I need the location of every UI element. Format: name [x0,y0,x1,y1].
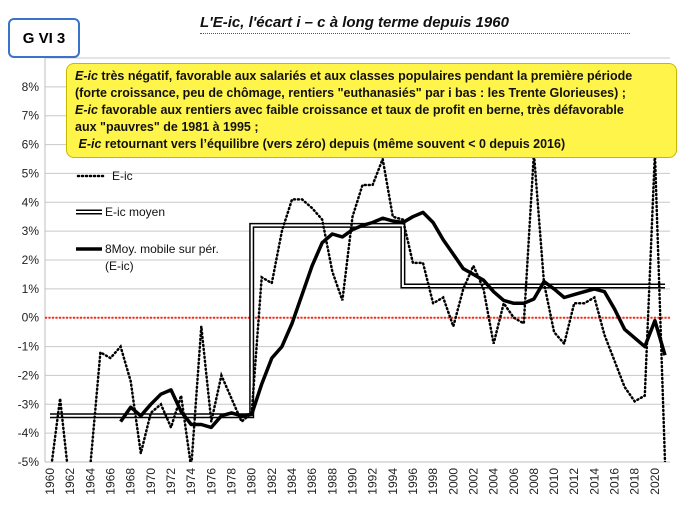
x-tick-label: 1996 [406,468,420,495]
x-tick-label: 1976 [204,468,218,495]
x-tick-label: 1960 [43,468,57,495]
y-tick-label: 3% [22,224,40,238]
legend-label-moving-avg-2: (E-ic) [105,259,134,273]
x-tick-label: 1966 [104,468,118,495]
x-tick-label: 2016 [608,468,622,495]
x-tick-label: 2010 [547,468,561,495]
annotation-box: E-ic très négatif, favorable aux salarié… [66,63,677,158]
y-tick-label: 7% [22,109,40,123]
x-tick-label: 1972 [164,468,178,495]
x-tick-label: 1980 [245,468,259,495]
note-line-1: E-ic très négatif, favorable aux salarié… [75,69,633,83]
chart-title: L'E-ic, l'écart i – c à long terme depui… [200,14,630,34]
x-tick-label: 1984 [285,468,299,495]
x-tick-label: 2004 [487,468,501,495]
x-tick-label: 1978 [224,468,238,495]
note-line-4: aux "pauvres" de 1981 à 1995 ; [75,120,259,134]
x-tick-label: 2008 [527,468,541,495]
x-tick-label: 2006 [507,468,521,495]
series-moving-average [119,210,667,430]
note-term-3: E-ic [78,137,102,151]
y-tick-label: 5% [22,166,40,180]
figure-tag: G VI 3 [8,18,80,58]
x-tick-label: 2014 [587,468,601,495]
note-line-5: E-ic retournant vers l’équilibre (vers z… [78,137,566,151]
x-tick-label: 1992 [366,468,380,495]
x-tick-label: 1994 [386,468,400,495]
x-tick-label: 1990 [345,468,359,495]
y-tick-label: 6% [22,138,40,152]
x-tick-label: 2000 [446,468,460,495]
y-axis-ticks: -5% -4% -3% -2% -1% 0% 1% 2% 3% 4% 5% 6% 7% 8% [18,80,40,469]
x-tick-label: 1982 [265,468,279,495]
y-tick-label: -5% [18,455,40,469]
note-term-1: E-ic [75,69,98,83]
y-tick-label: 1% [22,282,40,296]
x-tick-label: 2012 [567,468,581,495]
x-tick-label: 2018 [628,468,642,495]
y-tick-label: -1% [18,340,40,354]
x-axis-ticks: 1960 1962 1964 1966 1968 1970 1972 1974 1976 1978… [43,468,662,495]
y-tick-label: -4% [18,426,40,440]
x-tick-label: 1974 [184,468,198,495]
legend-label-moving-avg: 8Moy. mobile sur pér. [105,242,219,256]
x-tick-label: 1986 [305,468,319,495]
figure-tag-label: G VI 3 [22,29,66,47]
y-tick-label: -3% [18,397,40,411]
x-tick-label: 1998 [426,468,440,495]
y-tick-label: -2% [18,368,40,382]
x-tick-label: 1964 [83,468,97,495]
legend-label-eic-moyen: E-ic moyen [105,205,165,219]
y-tick-label: 8% [22,80,40,94]
x-tick-label: 2002 [466,468,480,495]
x-tick-label: 2020 [648,468,662,495]
series-eic [50,153,667,462]
note-term-2: E-ic [75,103,98,117]
legend: E-ic E-ic moyen 8Moy. mobile sur pér. (E… [76,169,219,273]
note-line-3: E-ic favorable aux rentiers avec faible … [75,103,624,117]
x-tick-label: 1962 [63,468,77,495]
x-tick-label: 1968 [124,468,138,495]
note-line-2: (forte croissance, peu de chômage, renti… [75,86,626,100]
series-eic-moyen-inner [50,224,665,417]
y-tick-label: 2% [22,253,40,267]
y-tick-label: 0% [22,311,40,325]
legend-label-eic: E-ic [112,169,133,183]
x-tick-label: 1970 [144,468,158,495]
series-lines [50,153,667,462]
x-tick-label: 1988 [325,468,339,495]
y-tick-label: 4% [22,195,40,209]
